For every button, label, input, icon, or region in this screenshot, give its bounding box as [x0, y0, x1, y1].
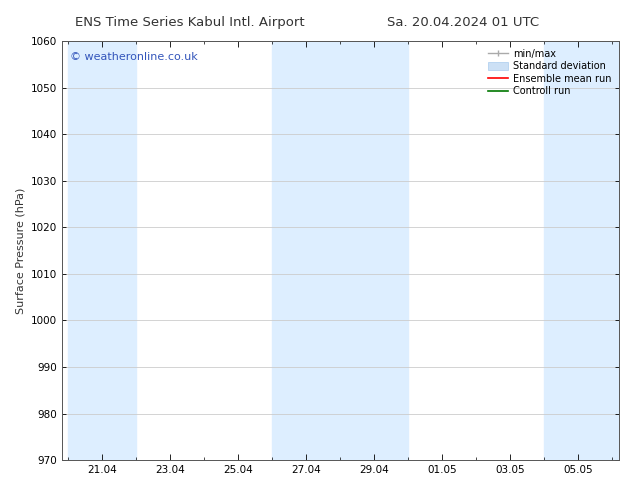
- Y-axis label: Surface Pressure (hPa): Surface Pressure (hPa): [15, 187, 25, 314]
- Text: Sa. 20.04.2024 01 UTC: Sa. 20.04.2024 01 UTC: [387, 16, 539, 29]
- Bar: [544, 41, 619, 460]
- Text: © weatheronline.co.uk: © weatheronline.co.uk: [70, 51, 198, 62]
- Text: ENS Time Series Kabul Intl. Airport: ENS Time Series Kabul Intl. Airport: [75, 16, 305, 29]
- Legend: min/max, Standard deviation, Ensemble mean run, Controll run: min/max, Standard deviation, Ensemble me…: [486, 46, 614, 99]
- Bar: [273, 41, 408, 460]
- Bar: [68, 41, 136, 460]
